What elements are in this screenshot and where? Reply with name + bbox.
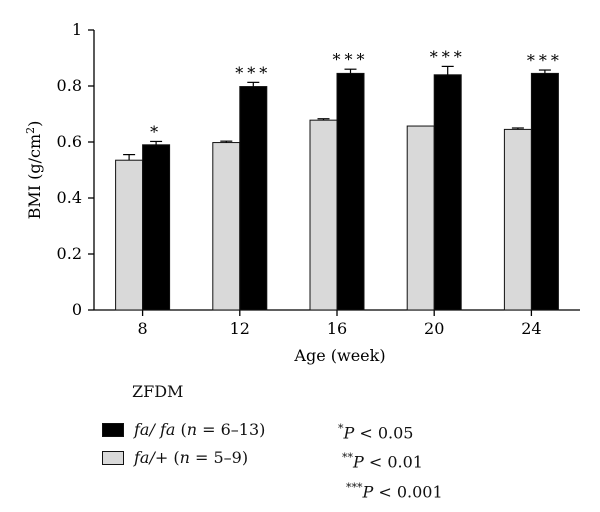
- y-axis-label: BMI (g/cm2): [24, 121, 45, 220]
- y-tick-label: 0.8: [57, 76, 82, 95]
- y-tick-label: 1: [72, 20, 82, 39]
- x-tick-label: 20: [424, 319, 444, 338]
- legend-title: ZFDM: [132, 382, 184, 401]
- y-tick-label: 0.2: [57, 244, 82, 263]
- legend-item-fa-plus: fa/+ (n = 5–9): [102, 448, 248, 467]
- significance-marker: ***: [235, 63, 271, 82]
- bar-fa-plus: [212, 142, 241, 311]
- x-axis-label: Age (week): [293, 346, 385, 365]
- x-tick-label: 16: [327, 319, 347, 338]
- bars: ******* *** ***: [115, 47, 563, 311]
- y-tick-label: 0.4: [57, 188, 82, 207]
- note-p0001: ***P < 0.001: [346, 480, 443, 501]
- bar-fa-plus: [309, 119, 338, 311]
- significance-marker: ***: [527, 51, 563, 70]
- legend-item-fa-fa: fa/ fa (n = 6–13): [102, 420, 265, 439]
- bar-fa-fa: [433, 74, 462, 311]
- legend-swatch-fa-plus: [102, 450, 124, 465]
- axes: 0 0.2 0.4 0.6 0.8 1 8 12 16 20 24: [57, 20, 580, 338]
- bar-fa-plus: [115, 159, 144, 311]
- significance-notes: *P < 0.05 **P < 0.01 ***P < 0.001: [338, 416, 443, 504]
- bar-fa-fa: [142, 144, 171, 311]
- legend-label-fa-plus: fa/+ (n = 5–9): [134, 448, 249, 467]
- legend-label-fa-fa: fa/ fa (n = 6–13): [134, 420, 266, 439]
- legend-swatch-fa-fa: [102, 422, 124, 437]
- bar-fa-fa: [336, 72, 365, 311]
- note-p005: *P < 0.05: [338, 422, 414, 443]
- note-p001: **P < 0.01: [342, 451, 423, 472]
- significance-marker: ***: [333, 50, 369, 69]
- bar-fa-fa: [530, 72, 559, 311]
- y-tick-label: 0: [72, 300, 82, 319]
- x-tick-label: 24: [521, 319, 541, 338]
- significance-marker: ***: [430, 47, 466, 66]
- x-tick-label: 12: [230, 319, 250, 338]
- y-tick-label: 0.6: [57, 132, 82, 151]
- bar-fa-plus: [503, 128, 532, 311]
- x-tick-label: 8: [138, 319, 148, 338]
- bar-fa-fa: [239, 86, 268, 311]
- bar-fa-plus: [406, 125, 435, 311]
- significance-marker: *: [150, 122, 162, 141]
- bmi-bar-chart: 00.20.40.60.818 12 16 20 24 ******* *** *** BM…: [24, 20, 580, 365]
